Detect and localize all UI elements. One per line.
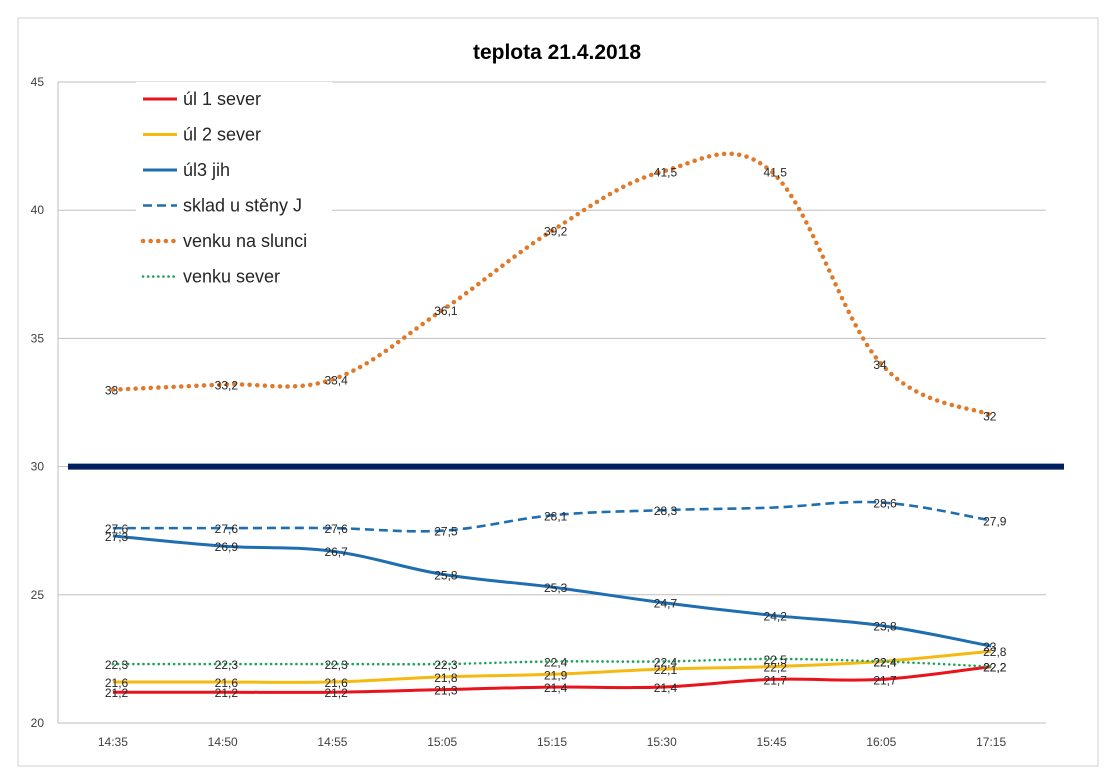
chart-title: teplota 21.4.2018 (473, 41, 641, 64)
data-label: 22,4 (873, 655, 897, 669)
data-label: 28,1 (544, 509, 568, 523)
y-tick-label: 40 (31, 203, 45, 217)
data-label: 22,2 (983, 661, 1007, 675)
data-label: 27,6 (215, 522, 239, 536)
series-line-ul-1-sever (112, 665, 992, 694)
x-tick-label: 17:15 (976, 735, 1006, 749)
data-label: 22,8 (983, 645, 1007, 659)
data-label: 28,3 (654, 504, 678, 518)
data-label: 36,1 (434, 304, 458, 318)
data-label: 24,7 (654, 596, 678, 610)
x-tick-label: 15:05 (427, 735, 457, 749)
x-tick-label: 15:45 (757, 735, 787, 749)
legend-entry-label: sklad u stěny J (183, 196, 302, 216)
y-tick-label: 25 (31, 588, 45, 602)
data-label: 21,6 (215, 676, 239, 690)
x-tick-label: 14:35 (98, 735, 128, 749)
data-label: 22,4 (654, 655, 678, 669)
data-label: 22,3 (215, 658, 239, 672)
data-label: 28,6 (873, 496, 897, 510)
data-label: 22,3 (105, 658, 129, 672)
data-label: 33 (105, 384, 119, 398)
data-label: 21,2 (105, 686, 129, 700)
y-tick-label: 35 (31, 331, 45, 345)
data-label: 21,4 (654, 681, 678, 695)
data-label: 22,3 (434, 658, 458, 672)
data-label: 26,7 (324, 545, 348, 559)
data-label: 32 (983, 409, 997, 423)
data-label: 25,3 (544, 581, 568, 595)
legend: úl 1 sever úl 2 sever úl3 jih sklad u stěny… (136, 82, 332, 294)
data-label: 23 (983, 640, 997, 654)
data-label: 21,3 (434, 684, 458, 698)
data-label: 21,6 (105, 676, 129, 690)
data-labels: 21,2 21,2 21,2 21,3 21,4 21,421,7 21,722,221,6… (105, 166, 1007, 700)
data-label: 22,3 (324, 658, 348, 672)
legend-entry-label: venku na slunci (183, 231, 307, 251)
series-layer (110, 151, 994, 694)
data-label: 21,2 (324, 686, 348, 700)
x-tick-label: 14:50 (208, 735, 238, 749)
data-label: 21,4 (544, 681, 568, 695)
data-label: 27,9 (983, 514, 1007, 528)
legend-entry-label: úl3 jih (183, 160, 230, 180)
data-label: 34 (873, 358, 887, 372)
series-line-venku-na-slunci (110, 151, 994, 418)
legend-entry-label: úl 2 sever (183, 125, 261, 145)
series-line-venku-sever (111, 657, 993, 668)
x-tick-label: 14:55 (317, 735, 347, 749)
data-label: 21,8 (434, 671, 458, 685)
data-label: 26,9 (215, 540, 239, 554)
data-label: 22,2 (983, 661, 1007, 675)
data-label: 39,2 (544, 225, 568, 239)
series-line-ul-2-sever (112, 649, 992, 684)
series-line-ul3-jih (112, 534, 992, 648)
data-label: 21,6 (324, 676, 348, 690)
legend-entry-label: úl 1 sever (183, 89, 261, 109)
legend-entry-label: venku sever (183, 267, 280, 287)
x-tick-label: 16:05 (866, 735, 896, 749)
x-tick-label: 15:30 (647, 735, 677, 749)
data-label: 21,7 (873, 673, 897, 687)
data-label: 25,8 (434, 568, 458, 582)
data-label: 22,2 (764, 661, 788, 675)
axes: 20 25 30 35 40 45 14:35 14:50 14:55 15:05 15:15 15:… (31, 75, 1007, 749)
y-tick-label: 20 (31, 716, 45, 730)
data-label: 41,5 (764, 166, 788, 180)
series-line-sklad-u-steny-j (112, 500, 992, 533)
data-label: 27,5 (434, 525, 458, 539)
data-label: 22,5 (764, 653, 788, 667)
data-label: 33,2 (215, 379, 239, 393)
legend-background (136, 82, 332, 294)
data-label: 27,6 (105, 522, 129, 536)
data-label: 21,2 (215, 686, 239, 700)
data-label: 24,2 (764, 609, 788, 623)
data-label: 23,8 (873, 620, 897, 634)
y-tick-label: 30 (31, 460, 45, 474)
data-label: 41,5 (654, 166, 678, 180)
data-label: 22,4 (873, 655, 897, 669)
data-label: 27,6 (324, 522, 348, 536)
data-label: 33,4 (324, 373, 348, 387)
y-tick-label: 45 (31, 75, 45, 89)
x-tick-label: 15:15 (537, 735, 567, 749)
data-label: 27,3 (105, 530, 129, 544)
data-label: 21,7 (764, 673, 788, 687)
data-label: 21,9 (544, 668, 568, 682)
data-label: 22,1 (654, 663, 678, 677)
data-label: 22,4 (544, 655, 568, 669)
